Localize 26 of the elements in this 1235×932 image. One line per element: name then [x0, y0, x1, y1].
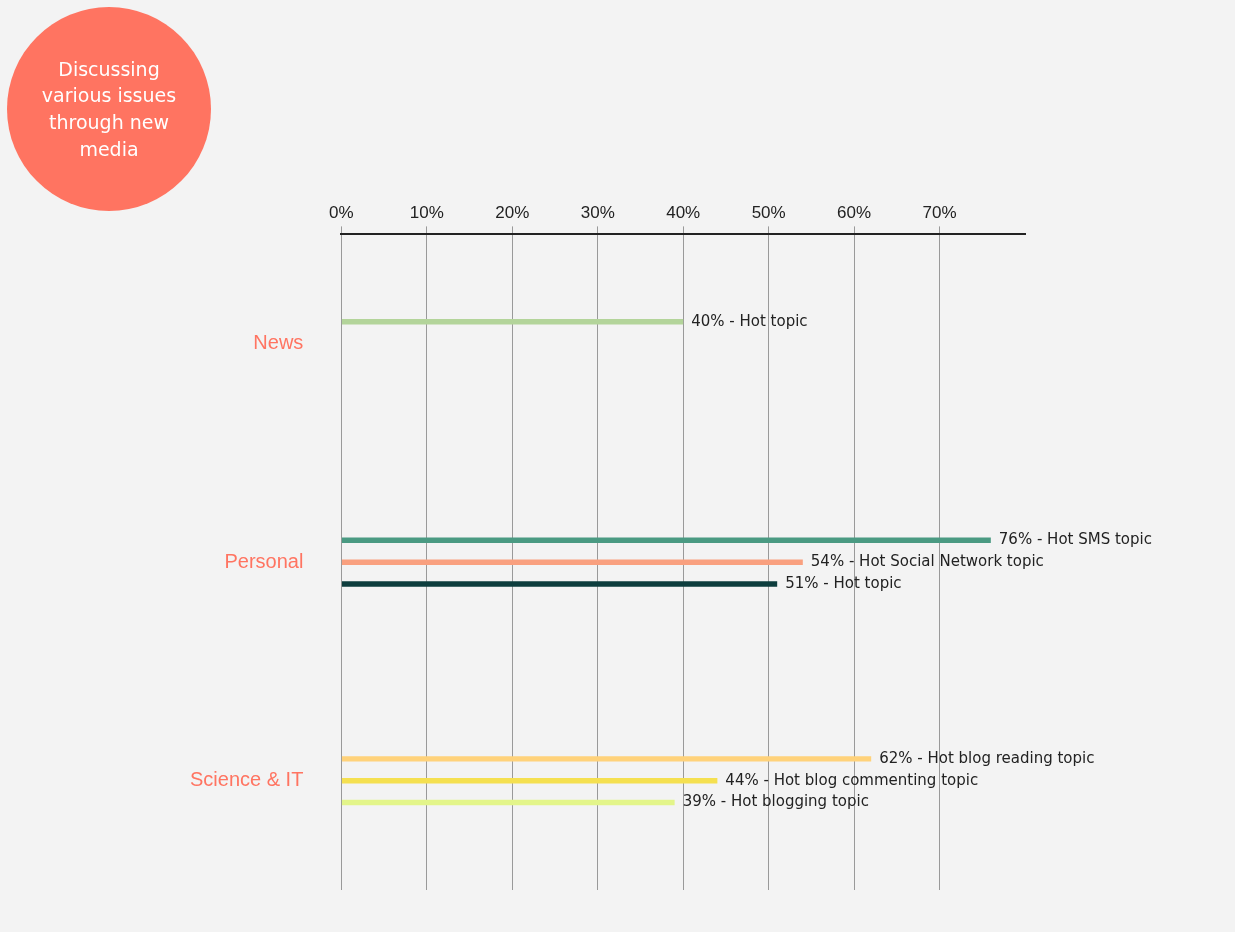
bar: [341, 778, 718, 784]
x-tick-label: 30%: [580, 202, 615, 222]
bar: [341, 537, 991, 544]
bar: [341, 319, 684, 325]
text: Discussing various issues through new media: [7, 7, 211, 211]
data-label: 54% - Hot Social Network topic: [810, 552, 1044, 571]
data-label: 51% - Hot topic: [785, 573, 902, 592]
x-tick-label: 70%: [922, 202, 957, 222]
x-tick-label: 60%: [837, 202, 872, 222]
data-label: 40% - Hot topic: [691, 311, 808, 330]
data-label: 62% - Hot blog reading topic: [879, 748, 1095, 767]
x-tick-label: 0%: [329, 202, 354, 222]
y-tick-label: News: [253, 331, 304, 354]
x-tick-label: 50%: [751, 202, 786, 222]
bar: [341, 756, 872, 762]
y-tick-label: Science & IT: [189, 768, 304, 791]
data-label: 39% - Hot blogging topic: [682, 792, 869, 811]
bar: [341, 581, 778, 587]
x-tick-label: 40%: [666, 202, 701, 222]
data-label: 76% - Hot SMS topic: [998, 530, 1152, 549]
x-tick-label: 20%: [495, 202, 530, 222]
bar: [341, 799, 675, 806]
y-tick-label: Personal: [224, 549, 304, 572]
data-label: 44% - Hot blog commenting topic: [725, 770, 979, 789]
bar: [341, 559, 803, 565]
x-tick-label: 10%: [409, 202, 444, 222]
